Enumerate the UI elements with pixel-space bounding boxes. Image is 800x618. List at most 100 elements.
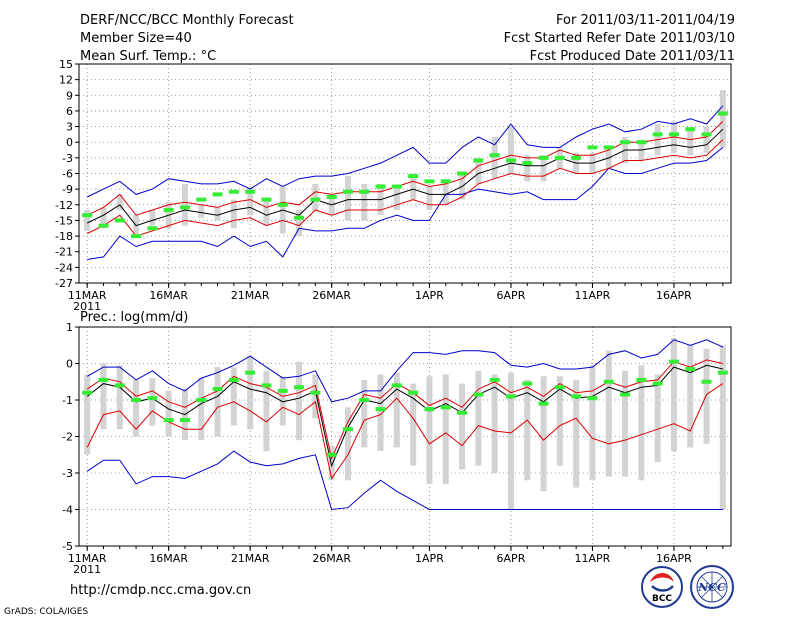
prec-marker-25 bbox=[473, 392, 484, 397]
temp-marker-18 bbox=[359, 189, 370, 194]
prec-marker-32 bbox=[587, 396, 598, 401]
prec-range-bar-15 bbox=[312, 374, 319, 419]
temp-xtick-label-1: 16MAR bbox=[149, 289, 188, 302]
prec-marker-29 bbox=[538, 401, 549, 406]
prec-marker-27 bbox=[505, 394, 516, 399]
temp-xtick-label-7: 16APR bbox=[656, 289, 692, 302]
forecast-range: For 2011/03/11-2011/04/19 bbox=[556, 13, 735, 28]
temp-marker-22 bbox=[424, 179, 435, 184]
temp-marker-35 bbox=[636, 140, 647, 145]
temp-xtick-label-5: 6APR bbox=[497, 289, 526, 302]
prec-ytick-label-5: 0 bbox=[66, 358, 73, 371]
prec-ytick-label-3: -2 bbox=[62, 431, 73, 444]
temp-range-bar-1 bbox=[84, 210, 91, 231]
prec-marker-26 bbox=[489, 377, 500, 382]
temp-range-bar-14 bbox=[296, 210, 303, 237]
prec-marker-20 bbox=[391, 383, 402, 388]
prec-xtick-label-5: 6APR bbox=[497, 552, 526, 565]
prec-range-bar-24 bbox=[459, 383, 466, 470]
temp-marker-38 bbox=[685, 127, 696, 132]
prec-range-bar-28 bbox=[524, 379, 531, 481]
temp-xtick-label-0: 11MAR bbox=[68, 289, 107, 302]
prec-marker-14 bbox=[294, 385, 305, 390]
prec-range-bar-31 bbox=[573, 379, 580, 488]
prec-range-bar-17 bbox=[344, 407, 351, 481]
temp-marker-33 bbox=[603, 145, 614, 150]
temp-marker-31 bbox=[571, 155, 582, 160]
prec-line-upper-outer bbox=[86, 339, 724, 403]
prec-range-bar-11 bbox=[247, 356, 254, 430]
temp-marker-4 bbox=[131, 234, 142, 239]
temp-range-bar-18 bbox=[361, 183, 368, 221]
prec-marker-2 bbox=[98, 377, 109, 382]
prec-range-bar-39 bbox=[703, 348, 710, 444]
prec-range-bar-4 bbox=[133, 379, 140, 437]
prec-xtick-label-4: 1APR bbox=[415, 552, 444, 565]
prec-marker-15 bbox=[310, 390, 321, 395]
temp-xtick-label-2: 21MAR bbox=[231, 289, 270, 302]
prec-ytick-label-1: -4 bbox=[62, 504, 73, 517]
prec-range-bar-26 bbox=[491, 374, 498, 473]
temp-range-bar-17 bbox=[344, 176, 351, 221]
prec-marker-1 bbox=[82, 390, 93, 395]
prec-marker-23 bbox=[440, 405, 451, 410]
temp-line-upper-outer bbox=[86, 105, 724, 198]
temp-marker-12 bbox=[261, 197, 272, 202]
prec-marker-13 bbox=[277, 388, 288, 393]
prec-range-bar-34 bbox=[622, 370, 629, 477]
temp-range-bar-27 bbox=[507, 126, 514, 174]
temp-range-bar-21 bbox=[410, 173, 417, 200]
prec-marker-40 bbox=[717, 370, 728, 375]
temp-marker-7 bbox=[179, 205, 190, 210]
temp-ytick-label-1: -24 bbox=[55, 261, 73, 274]
prec-marker-33 bbox=[603, 379, 614, 384]
prec-line-upper-inner bbox=[86, 359, 724, 460]
temp-marker-15 bbox=[310, 197, 321, 202]
temp-marker-24 bbox=[457, 171, 468, 176]
precipitation-panel: -5 -4 -3 -2 -1 0 1 11MAR 16MAR 21MAR 26MAR 1APR 6APR… bbox=[62, 321, 732, 576]
prec-range-bar-14 bbox=[296, 361, 303, 441]
temp-marker-8 bbox=[196, 197, 207, 202]
temp-range-bar-26 bbox=[491, 137, 498, 179]
prec-marker-5 bbox=[147, 396, 158, 401]
prec-range-bar-33 bbox=[605, 350, 612, 477]
temp-range-bar-40 bbox=[719, 90, 726, 148]
temp-ytick-label-14: 15 bbox=[59, 58, 73, 71]
temp-ytick-label-0: -27 bbox=[55, 277, 73, 290]
temp-range-bar-5 bbox=[149, 210, 156, 226]
temp-range-bar-10 bbox=[230, 199, 237, 229]
prec-range-bar-13 bbox=[279, 376, 286, 426]
ncc-logo: NCC bbox=[690, 565, 734, 609]
prec-range-bar-16 bbox=[328, 445, 335, 481]
ncc-logo-text: NCC bbox=[697, 581, 726, 594]
prec-marker-6 bbox=[163, 418, 174, 423]
temp-range-bar-22 bbox=[426, 186, 433, 210]
prec-marker-9 bbox=[212, 387, 223, 392]
prec-marker-22 bbox=[424, 407, 435, 412]
prec-range-bar-37 bbox=[670, 337, 677, 452]
prec-marker-3 bbox=[114, 383, 125, 388]
prec-range-bar-18 bbox=[361, 379, 368, 448]
temp-ytick-label-5: -12 bbox=[55, 199, 73, 212]
temp-ytick-label-3: -18 bbox=[55, 230, 73, 243]
temp-marker-25 bbox=[473, 158, 484, 163]
temp-marker-39 bbox=[701, 132, 712, 137]
temp-range-bar-20 bbox=[393, 186, 400, 210]
temp-xsub-label: 2011 bbox=[73, 300, 101, 313]
prec-xtick-label-2: 21MAR bbox=[231, 552, 270, 565]
temp-xtick-label-3: 26MAR bbox=[312, 289, 351, 302]
temp-marker-16 bbox=[326, 194, 337, 199]
bcc-logo-text: BCC bbox=[652, 594, 672, 604]
prec-marker-21 bbox=[408, 390, 419, 395]
temp-marker-6 bbox=[163, 208, 174, 212]
temp-marker-2 bbox=[98, 223, 109, 228]
prec-range-bar-30 bbox=[556, 376, 563, 466]
temp-marker-32 bbox=[587, 145, 598, 150]
prec-plot-frame bbox=[78, 326, 732, 547]
prec-ytick-label-2: -3 bbox=[62, 467, 73, 480]
prec-ytick-label-0: -5 bbox=[62, 540, 73, 553]
temp-marker-3 bbox=[114, 218, 125, 223]
prec-xtick-label-3: 26MAR bbox=[312, 552, 351, 565]
temp-ytick-label-4: -15 bbox=[55, 214, 73, 227]
